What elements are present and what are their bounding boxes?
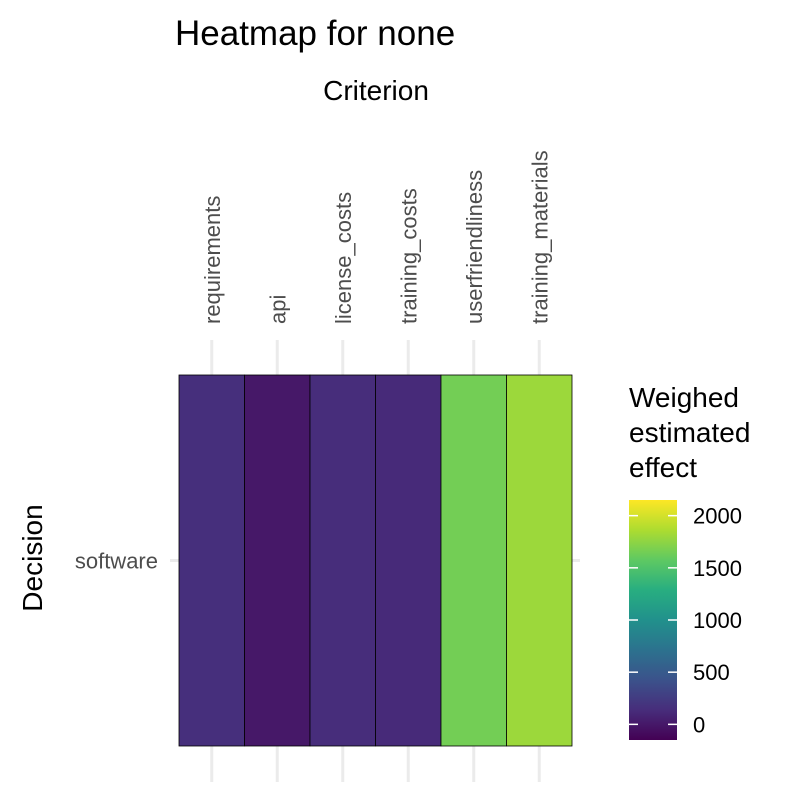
- legend-tick-label: 1500: [693, 556, 742, 581]
- legend-tick-label: 0: [693, 712, 705, 737]
- x-tick-labels: requirements api license_costs training_cos…: [200, 150, 553, 324]
- heatmap-cells: [178, 374, 573, 747]
- x-tick-label: api: [265, 295, 290, 324]
- color-legend: Weighed estimated effect 0 500 1000 1500 200…: [629, 382, 750, 740]
- chart-title: Heatmap for none: [175, 14, 455, 53]
- x-tick-label: training_costs: [396, 188, 421, 324]
- legend-title-line-1: Weighed: [629, 382, 739, 413]
- heatmap-cell-training_costs: [375, 374, 442, 747]
- legend-tick-label: 2000: [693, 504, 742, 529]
- legend-title-line-2: estimated: [629, 417, 750, 448]
- grid-lines: [170, 340, 580, 782]
- heatmap-cell-requirements: [178, 374, 245, 747]
- x-tick-label: userfriendliness: [462, 170, 487, 324]
- heatmap-cell-license_costs: [309, 374, 376, 747]
- legend-title-line-3: effect: [629, 452, 697, 483]
- heatmap-cell-userfriendliness: [440, 374, 507, 747]
- y-tick-label: software: [75, 549, 158, 574]
- y-axis-title: Decision: [17, 504, 48, 611]
- x-tick-label: license_costs: [331, 192, 356, 324]
- legend-tick-label: 1000: [693, 608, 742, 633]
- x-tick-label: training_materials: [527, 150, 552, 324]
- y-tick-labels: software: [75, 549, 158, 574]
- legend-tick-label: 500: [693, 660, 730, 685]
- heatmap-cell-api: [244, 374, 311, 747]
- legend-ticks: 0 500 1000 1500 2000: [629, 504, 742, 737]
- x-tick-label: requirements: [200, 196, 225, 324]
- heatmap-cell-training_materials: [506, 374, 573, 747]
- x-axis-title: Criterion: [323, 75, 429, 106]
